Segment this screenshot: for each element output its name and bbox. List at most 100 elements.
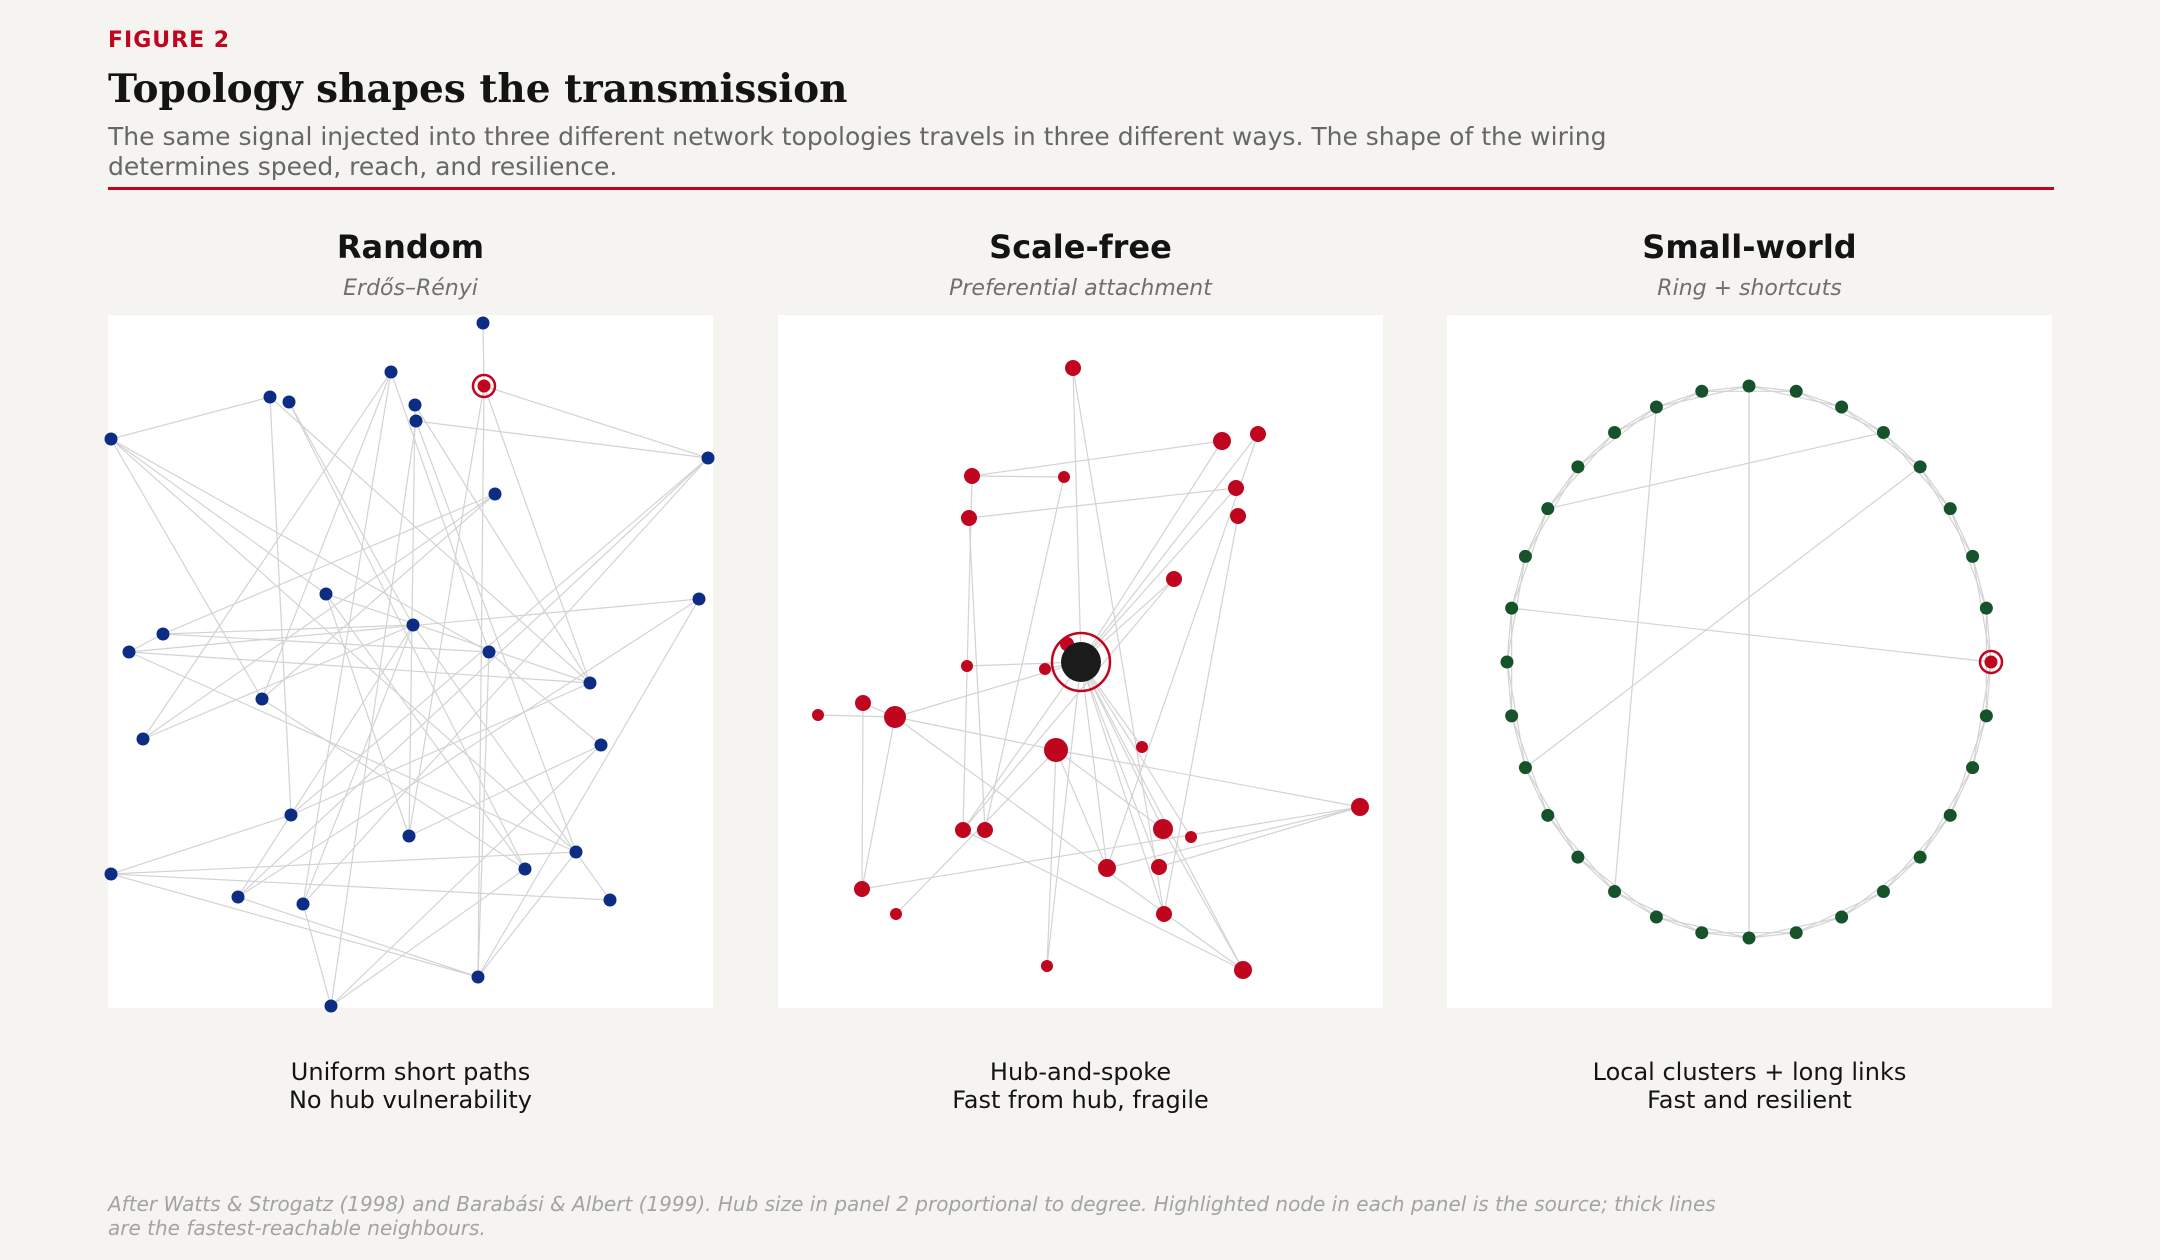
network-node: [408, 398, 422, 412]
network-node: [1649, 910, 1663, 924]
network-edge: [162, 493, 496, 635]
network-node: [884, 706, 906, 728]
network-edge: [330, 420, 417, 1007]
random-network-graph: [104, 316, 715, 1013]
header-rule: [108, 187, 2054, 190]
source-node: [1984, 655, 1998, 669]
network-edge: [162, 624, 414, 635]
network-edge: [330, 744, 602, 1007]
network-edge: [1080, 433, 1259, 663]
network-edge: [325, 593, 591, 684]
scalefree-network-graph: [812, 360, 1369, 979]
network-edge: [1796, 390, 1842, 408]
network-node: [231, 890, 245, 904]
network-node: [1153, 819, 1173, 839]
network-edge: [330, 868, 526, 1007]
network-node: [1234, 961, 1252, 979]
network-edge: [142, 371, 392, 740]
network-node: [1541, 502, 1555, 516]
network-edge: [302, 371, 392, 905]
network-edge: [861, 716, 896, 890]
network-edge: [269, 396, 292, 816]
network-edge: [110, 873, 611, 901]
network-node: [471, 970, 485, 984]
network-edge: [984, 476, 1065, 831]
network-edge: [971, 440, 1223, 477]
network-node: [1230, 508, 1246, 524]
network-node: [1979, 601, 1993, 615]
network-edge: [1841, 406, 1884, 434]
network-edge: [1055, 749, 1164, 830]
network-node: [1876, 884, 1890, 898]
network-edge: [1080, 661, 1108, 869]
network-node: [1541, 808, 1555, 822]
network-edge: [110, 396, 271, 440]
network-node: [1835, 400, 1849, 414]
network-edge: [110, 814, 292, 875]
network-edge: [325, 593, 526, 870]
network-node: [1185, 831, 1197, 843]
network-node: [406, 618, 420, 632]
network-node: [1500, 655, 1514, 669]
network-edge: [110, 873, 479, 978]
network-node: [476, 316, 490, 330]
network-node: [1979, 709, 1993, 723]
network-edge: [1748, 932, 1797, 939]
network-edge: [1511, 556, 1527, 609]
network-edge: [1547, 814, 1579, 858]
network-node: [1571, 850, 1585, 864]
network-edge: [817, 714, 896, 718]
network-node: [955, 822, 971, 838]
network-node: [136, 732, 150, 746]
network-node: [1742, 379, 1756, 393]
caption-scalefree-line2: Fast from hub, fragile: [952, 1086, 1209, 1114]
network-edge: [1046, 661, 1082, 967]
network-edge: [110, 438, 490, 653]
network-edge: [110, 438, 263, 700]
network-edge: [1701, 385, 1750, 392]
network-edge: [894, 716, 1244, 971]
network-node: [701, 451, 715, 465]
network-panel-scalefree: [778, 315, 1383, 1008]
network-edge: [1614, 890, 1657, 918]
network-node: [1041, 960, 1053, 972]
source-ring: [1050, 631, 1112, 693]
source-ring: [1978, 649, 2004, 675]
network-node: [1789, 926, 1803, 940]
network-edge: [1701, 932, 1750, 939]
network-edge: [968, 487, 1237, 519]
network-edge: [302, 903, 332, 1007]
network-node: [977, 822, 993, 838]
source-node: [477, 379, 491, 393]
network-edge: [415, 420, 577, 853]
network-edge: [971, 475, 1065, 478]
network-node: [961, 660, 973, 672]
network-edge: [962, 829, 1244, 971]
network-edge: [477, 385, 485, 978]
network-edge: [290, 682, 591, 816]
network-node: [1156, 906, 1172, 922]
network-edge: [1080, 661, 1192, 838]
network-edge: [482, 322, 485, 387]
network-edge: [128, 651, 577, 853]
network-node: [1571, 460, 1585, 474]
network-node: [961, 510, 977, 526]
panel-title-smallworld: Small-world: [1642, 228, 1857, 266]
caption-smallworld-line1: Local clusters + long links: [1592, 1058, 1907, 1086]
network-node: [594, 738, 608, 752]
network-edge: [142, 493, 496, 740]
network-node: [482, 645, 496, 659]
network-node: [583, 676, 597, 690]
network-node: [1835, 910, 1849, 924]
network-edge: [1524, 508, 1549, 557]
network-edge: [1162, 828, 1244, 971]
network-edge: [269, 396, 591, 684]
network-node: [1505, 709, 1519, 723]
network-edge: [1163, 515, 1239, 915]
footnote: After Watts & Strogatz (1998) and Barabá…: [108, 1192, 1716, 1240]
network-edge: [1547, 431, 1884, 510]
network-edge: [1919, 814, 1951, 858]
network-node: [1136, 741, 1148, 753]
network-edge: [1949, 508, 1974, 557]
network-edge: [1796, 916, 1842, 934]
